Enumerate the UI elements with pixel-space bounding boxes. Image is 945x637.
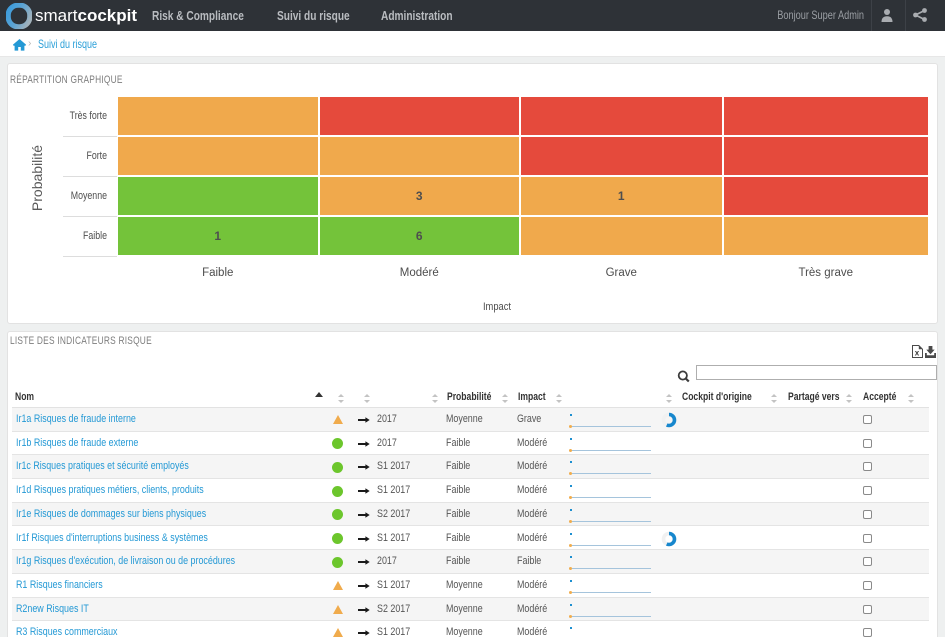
- svg-text:x: x: [915, 349, 920, 358]
